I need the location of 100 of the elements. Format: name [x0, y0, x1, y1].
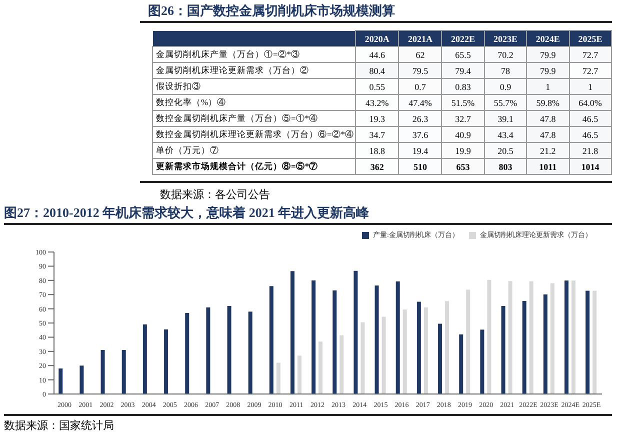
- data-label: 40.9: [442, 126, 484, 142]
- bar: [396, 281, 400, 394]
- data-label: 39.1: [484, 110, 527, 126]
- data-label: 26.3: [398, 110, 442, 126]
- bar: [360, 322, 365, 394]
- data-label: 1: [569, 78, 612, 94]
- y-tick-label: 更新需求市场规模合计（亿元）⑧=⑤*⑦: [152, 158, 356, 174]
- bar: [312, 280, 316, 394]
- bar: [592, 290, 597, 394]
- bar: [571, 280, 576, 394]
- bar: [318, 341, 323, 394]
- bar: [529, 281, 534, 394]
- bar: [142, 324, 147, 394]
- data-label: 79.9: [526, 46, 570, 62]
- bar: [416, 302, 421, 394]
- data-label: 0.9: [484, 78, 527, 94]
- bar: [80, 366, 84, 394]
- data-label: 43.2%: [356, 94, 399, 110]
- data-label: 72.7: [569, 62, 612, 78]
- bar: [424, 307, 428, 394]
- data-label: 70.2: [484, 46, 527, 62]
- data-label: 19.9: [442, 142, 484, 158]
- bar: [185, 313, 190, 394]
- data-label: 0.55: [356, 78, 399, 94]
- data-label: 18.8: [356, 142, 399, 158]
- y-tick-label: 数控金属切削机床理论更新需求（万台）⑥=②*④: [152, 126, 356, 142]
- bar: [164, 329, 168, 394]
- bar: [508, 281, 512, 394]
- data-label: 79.9: [526, 62, 570, 78]
- data-label: 362: [356, 158, 399, 174]
- data-label: 34.7: [356, 126, 399, 142]
- data-label: 44.6: [356, 46, 399, 62]
- data-label: 47.8: [526, 126, 570, 142]
- data-label: 0.83: [442, 78, 484, 94]
- data-label: 43.4: [484, 126, 527, 142]
- data-label: 62: [398, 46, 442, 62]
- data-label: 79.4: [442, 62, 484, 78]
- bar: [227, 306, 232, 394]
- data-label: 80.4: [356, 62, 399, 78]
- x-tick-label: 2024E: [526, 30, 570, 46]
- bar: [290, 271, 294, 394]
- bar: [382, 316, 386, 394]
- chart-title: 图26：国产数控金属切削机床市场规模测算: [148, 2, 395, 20]
- data-label: 1014: [569, 158, 612, 174]
- x-tick-label: 2023E: [484, 30, 527, 46]
- data-label: 1011: [526, 158, 570, 174]
- data-label: 51.5%: [442, 94, 484, 110]
- data-label: 32.7: [442, 110, 484, 126]
- data-label: 0.7: [398, 78, 442, 94]
- data-label: 1: [526, 78, 570, 94]
- data-label: 510: [398, 158, 442, 174]
- data-label: 79.5: [398, 62, 442, 78]
- y-tick-label: 数控化率（%）④: [152, 94, 356, 110]
- bar: [248, 312, 252, 394]
- bar: [122, 350, 126, 394]
- bar: [480, 330, 484, 394]
- x-tick-label: 2025E: [569, 30, 612, 46]
- data-label: 653: [442, 158, 484, 174]
- bar: [445, 301, 450, 394]
- x-tick-label: 2022E: [442, 30, 484, 46]
- data-label: 78: [484, 62, 527, 78]
- data-label: 21.2: [526, 142, 570, 158]
- data-label: 19.3: [356, 110, 399, 126]
- data-label: 59.8%: [526, 94, 570, 110]
- bar: [58, 368, 63, 394]
- data-label: 65.5: [442, 46, 484, 62]
- bar: [543, 294, 548, 394]
- bar: [459, 334, 464, 394]
- bar: [276, 362, 280, 394]
- bar: [340, 335, 344, 394]
- data-label: 47.4%: [398, 94, 442, 110]
- data-label: 64.0%: [569, 94, 612, 110]
- x-tick-label: 2021A: [398, 30, 442, 46]
- data-label: 47.8: [526, 110, 570, 126]
- chart-title: 图27：2010-2012 年机床需求较大，意味着 2021 年进入更新高峰: [4, 204, 370, 222]
- data-label: 20.5: [484, 142, 527, 158]
- y-tick-label: 金属切削机床理论更新需求（万台）②: [152, 62, 356, 78]
- bar: [297, 356, 302, 394]
- data-label: 55.7%: [484, 94, 527, 110]
- bar: [269, 286, 274, 394]
- data-label: 21.8: [569, 142, 612, 158]
- data-label: 803: [484, 158, 527, 174]
- bar: [550, 283, 554, 394]
- y-tick-label: 数控金属切削机床产量（万台）⑤=①*④: [152, 110, 356, 126]
- y-tick-label: 单价（万元）⑦: [152, 142, 356, 158]
- x-tick-label: 2020A: [356, 30, 399, 46]
- bar: [564, 280, 568, 394]
- bar: [374, 286, 379, 394]
- bar: [438, 324, 442, 394]
- bar: [332, 290, 337, 394]
- source-note: 数据来源：国家统计局: [4, 418, 114, 433]
- y-tick-label: 金属切削机床产量（万台）①=②*③: [152, 46, 356, 62]
- data-label: 37.6: [398, 126, 442, 142]
- data-label: 72.7: [569, 46, 612, 62]
- source-note: 数据来源：各公司公告: [160, 188, 270, 202]
- bar: [466, 290, 470, 394]
- bar: [354, 270, 358, 394]
- data-label: 46.5: [569, 110, 612, 126]
- bar: [402, 310, 407, 394]
- bar: [501, 306, 506, 394]
